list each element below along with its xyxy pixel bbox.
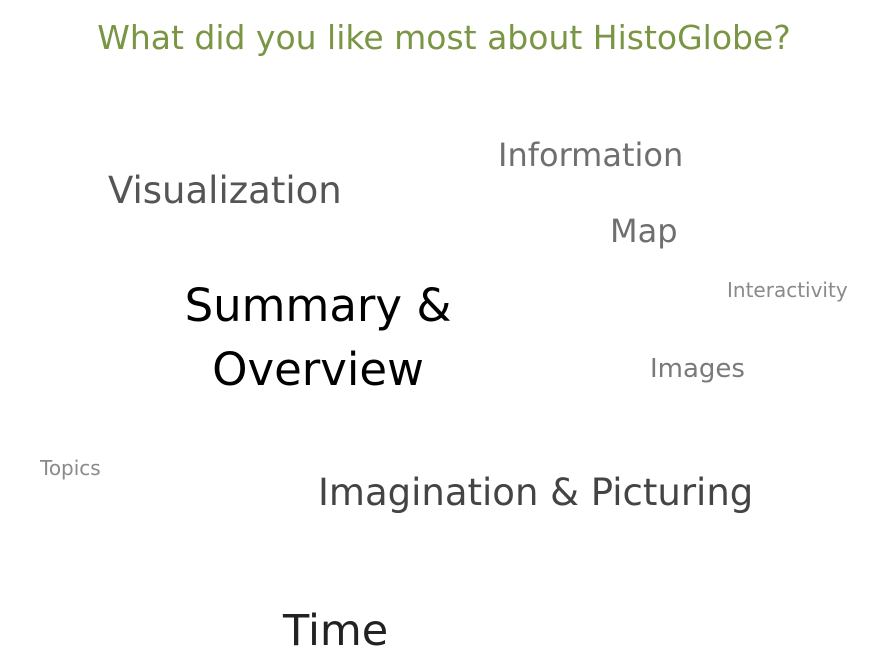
word-topics: Topics (40, 456, 101, 480)
word-summary-line1: Summary & (184, 279, 452, 332)
word-map: Map (610, 212, 678, 250)
question-title: What did you like most about HistoGlobe? (97, 18, 791, 57)
word-time: Time (283, 606, 389, 656)
word-visualization: Visualization (108, 169, 342, 212)
word-imagination-picturing: Imagination & Picturing (318, 471, 754, 514)
word-information: Information (498, 136, 684, 174)
word-interactivity: Interactivity (727, 278, 848, 302)
word-images: Images (650, 354, 745, 384)
word-summary-overview: Summary & Overview (168, 274, 468, 402)
word-summary-line2: Overview (212, 342, 424, 396)
